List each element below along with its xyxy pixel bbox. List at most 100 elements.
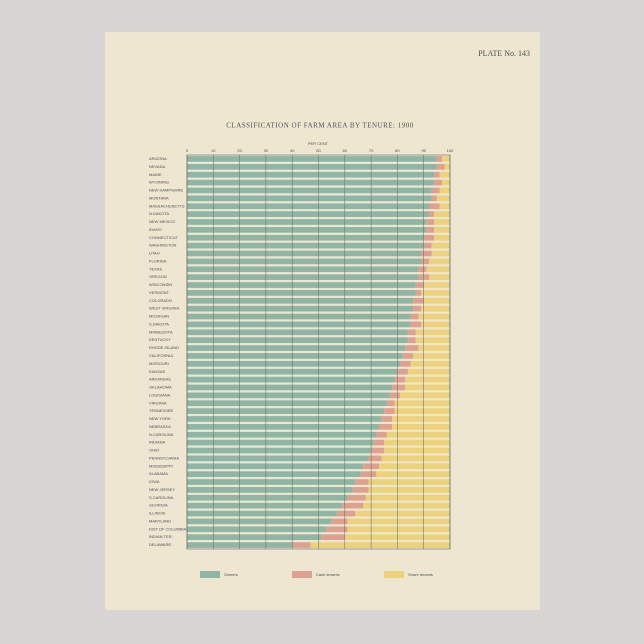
y-tick-label: DELAWARE	[149, 542, 171, 547]
bar-segment	[405, 384, 450, 391]
bar-segment	[373, 439, 385, 446]
y-tick-label: TENNESSEE	[149, 408, 174, 413]
bar-segment	[407, 337, 416, 344]
y-tick-label: ALABAMA	[149, 471, 168, 476]
y-tick-label: NEVADA	[149, 164, 165, 169]
bar-segment	[413, 297, 424, 304]
bar-segment	[378, 463, 450, 470]
bar-segment	[187, 337, 408, 344]
bar-segment	[428, 211, 435, 217]
x-axis-label: PER CENT	[308, 141, 329, 146]
bar-segment	[394, 400, 450, 407]
x-tick-label: 80	[395, 148, 400, 153]
y-tick-label: CALIFORNIA	[149, 353, 173, 358]
bar-segment	[421, 258, 429, 265]
bar-segment	[347, 518, 450, 525]
y-tick-label: WEST VIRGINIA	[149, 306, 179, 311]
bar-segment	[407, 368, 450, 375]
bar-segment	[431, 250, 450, 257]
bar-segment	[187, 494, 348, 501]
bar-segment	[426, 266, 450, 273]
bar-segment	[426, 227, 435, 233]
bar-segment	[187, 274, 419, 280]
legend-swatch	[292, 571, 312, 578]
y-tick-label: WASHINGTON	[149, 243, 176, 248]
y-tick-label: DIST.OF COLUMBIA	[149, 526, 187, 531]
bar-segment	[415, 329, 450, 336]
bar-segment	[413, 305, 422, 312]
bar-segment	[418, 345, 450, 351]
bar-segment	[405, 376, 450, 383]
bar-segment	[392, 384, 406, 391]
bar-segment	[434, 179, 443, 186]
bar-segment	[187, 455, 369, 462]
bar-segment	[428, 203, 440, 210]
bar-segment	[187, 313, 411, 320]
bar-segment	[187, 156, 437, 162]
bar-segment	[368, 479, 450, 485]
bar-segment	[347, 526, 450, 533]
bar-segment	[376, 431, 387, 438]
y-tick-label: KANSAS	[149, 369, 166, 374]
y-tick-label: IDAHO	[149, 227, 162, 232]
legend-label: Owners	[224, 572, 238, 577]
bar-segment	[187, 408, 385, 414]
bar-segment	[292, 542, 311, 548]
bar-segment	[187, 187, 432, 194]
bar-segment	[418, 266, 427, 273]
bar-segment	[421, 305, 450, 312]
bar-segment	[187, 471, 361, 477]
bar-segment	[384, 408, 395, 414]
plot-frame	[186, 154, 451, 550]
y-tick-label: NEW JERSEY	[149, 487, 175, 492]
bar-segment	[428, 258, 450, 265]
bar-segment	[365, 494, 450, 501]
bar-segment	[415, 282, 424, 288]
bar-segment	[187, 526, 327, 533]
x-tick-label: 70	[369, 148, 374, 153]
bar-segment	[187, 400, 387, 407]
bar-segment	[415, 337, 450, 344]
bar-segment	[431, 195, 437, 202]
y-tick-label: OREGON	[149, 274, 167, 279]
bar-segment	[187, 266, 419, 273]
y-tick-label: KENTUCKY	[149, 337, 171, 342]
y-tick-label: INDIANA	[149, 440, 166, 445]
x-tick-label: 100	[447, 148, 454, 153]
bar-segment	[410, 313, 419, 320]
bar-segment	[187, 345, 406, 351]
x-tick-label: 10	[211, 148, 216, 153]
bar-segment	[410, 360, 450, 367]
bar-segment	[434, 171, 440, 178]
y-tick-label: RHODE ISLAND	[149, 345, 179, 350]
bar-segment	[426, 219, 435, 225]
y-tick-label: NEW MEXICO	[149, 219, 175, 224]
y-tick-label: MONTANA	[149, 195, 169, 200]
bar-segment	[415, 290, 422, 296]
bar-segment	[439, 171, 450, 178]
bar-segment	[378, 424, 393, 430]
bar-segment	[392, 424, 450, 430]
bar-segment	[187, 195, 432, 202]
bar-segment	[381, 416, 393, 422]
bar-segment	[187, 321, 411, 328]
bar-segment	[342, 502, 364, 509]
bar-segment	[368, 455, 382, 462]
y-tick-label: IOWA	[149, 479, 160, 484]
bar-segment	[421, 290, 450, 296]
bar-segment	[187, 384, 393, 391]
bar-segment	[336, 510, 356, 517]
y-tick-label: NEW YORK	[149, 416, 171, 421]
y-tick-label: ILLINOIS	[149, 511, 166, 516]
bar-segment	[428, 274, 450, 280]
x-tick-label: 20	[237, 148, 242, 153]
y-tick-label: MARYLAND	[149, 518, 171, 523]
legend-label: Share tenants	[408, 572, 433, 577]
bar-segment	[423, 297, 450, 304]
bar-segment	[434, 227, 450, 233]
y-tick-label: PENNSYLVANIA	[149, 455, 179, 460]
y-tick-label: ARIZONA	[149, 156, 167, 161]
y-tick-label: OKLAHOMA	[149, 385, 172, 390]
y-tick-label: S.DAKOTA	[149, 321, 169, 326]
bar-segment	[352, 487, 369, 493]
